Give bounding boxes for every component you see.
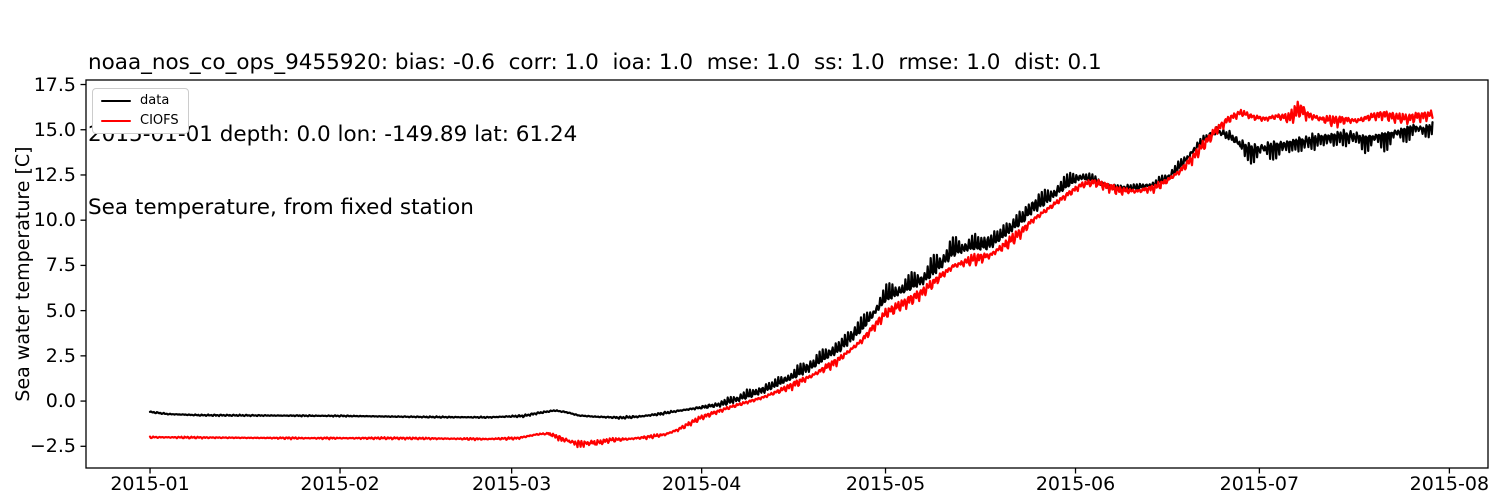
y-tick-label: 10.0 [33, 209, 76, 232]
x-tick-label: 2015-02 [300, 473, 380, 495]
x-tick-label: 2015-06 [1035, 473, 1116, 495]
x-tick-label: 2015-01 [110, 473, 190, 495]
series-line-data [148, 121, 1434, 420]
legend-line-sample-ciofs [101, 119, 131, 123]
legend-entry-ciofs: CIOFS [101, 114, 179, 128]
y-tick-label: 0.0 [45, 390, 76, 413]
x-tick-label: 2015-04 [661, 473, 742, 495]
title-line-variable: Sea temperature, from fixed station [88, 195, 474, 221]
y-tick-label: 5.0 [45, 299, 76, 322]
y-tick-label: −2.5 [29, 435, 76, 458]
legend: data CIOFS [92, 88, 189, 134]
title-line-stats: noaa_nos_co_ops_9455920: bias: -0.6 corr… [88, 49, 1102, 75]
x-tick-label: 2015-07 [1219, 473, 1300, 495]
series-line-CIOFS [148, 100, 1434, 449]
legend-label-data: data [140, 93, 170, 108]
y-tick-label: 12.5 [33, 163, 76, 186]
x-tick-label: 2015-03 [471, 473, 552, 495]
y-tick-label: 15.0 [33, 118, 76, 141]
axes-frame [85, 79, 1489, 469]
x-tick-label: 2015-08 [1409, 473, 1490, 495]
y-tick-label: 17.5 [33, 73, 76, 96]
figure-title: noaa_nos_co_ops_9455920: bias: -0.6 corr… [88, 2, 1102, 245]
legend-entry-data: data [101, 94, 179, 108]
x-tick-label: 2015-05 [845, 473, 926, 495]
y-tick-label: 7.5 [45, 254, 76, 277]
legend-line-sample-data [101, 99, 131, 103]
y-tick-label: 2.5 [45, 344, 76, 367]
legend-label-ciofs: CIOFS [140, 113, 179, 128]
